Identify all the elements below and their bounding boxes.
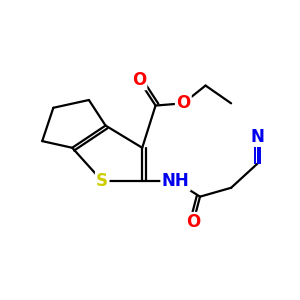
Text: O: O bbox=[176, 94, 190, 112]
Text: NH: NH bbox=[162, 172, 189, 190]
Text: N: N bbox=[251, 128, 265, 146]
Text: O: O bbox=[132, 71, 146, 89]
Text: O: O bbox=[186, 213, 200, 231]
Text: S: S bbox=[96, 172, 108, 190]
